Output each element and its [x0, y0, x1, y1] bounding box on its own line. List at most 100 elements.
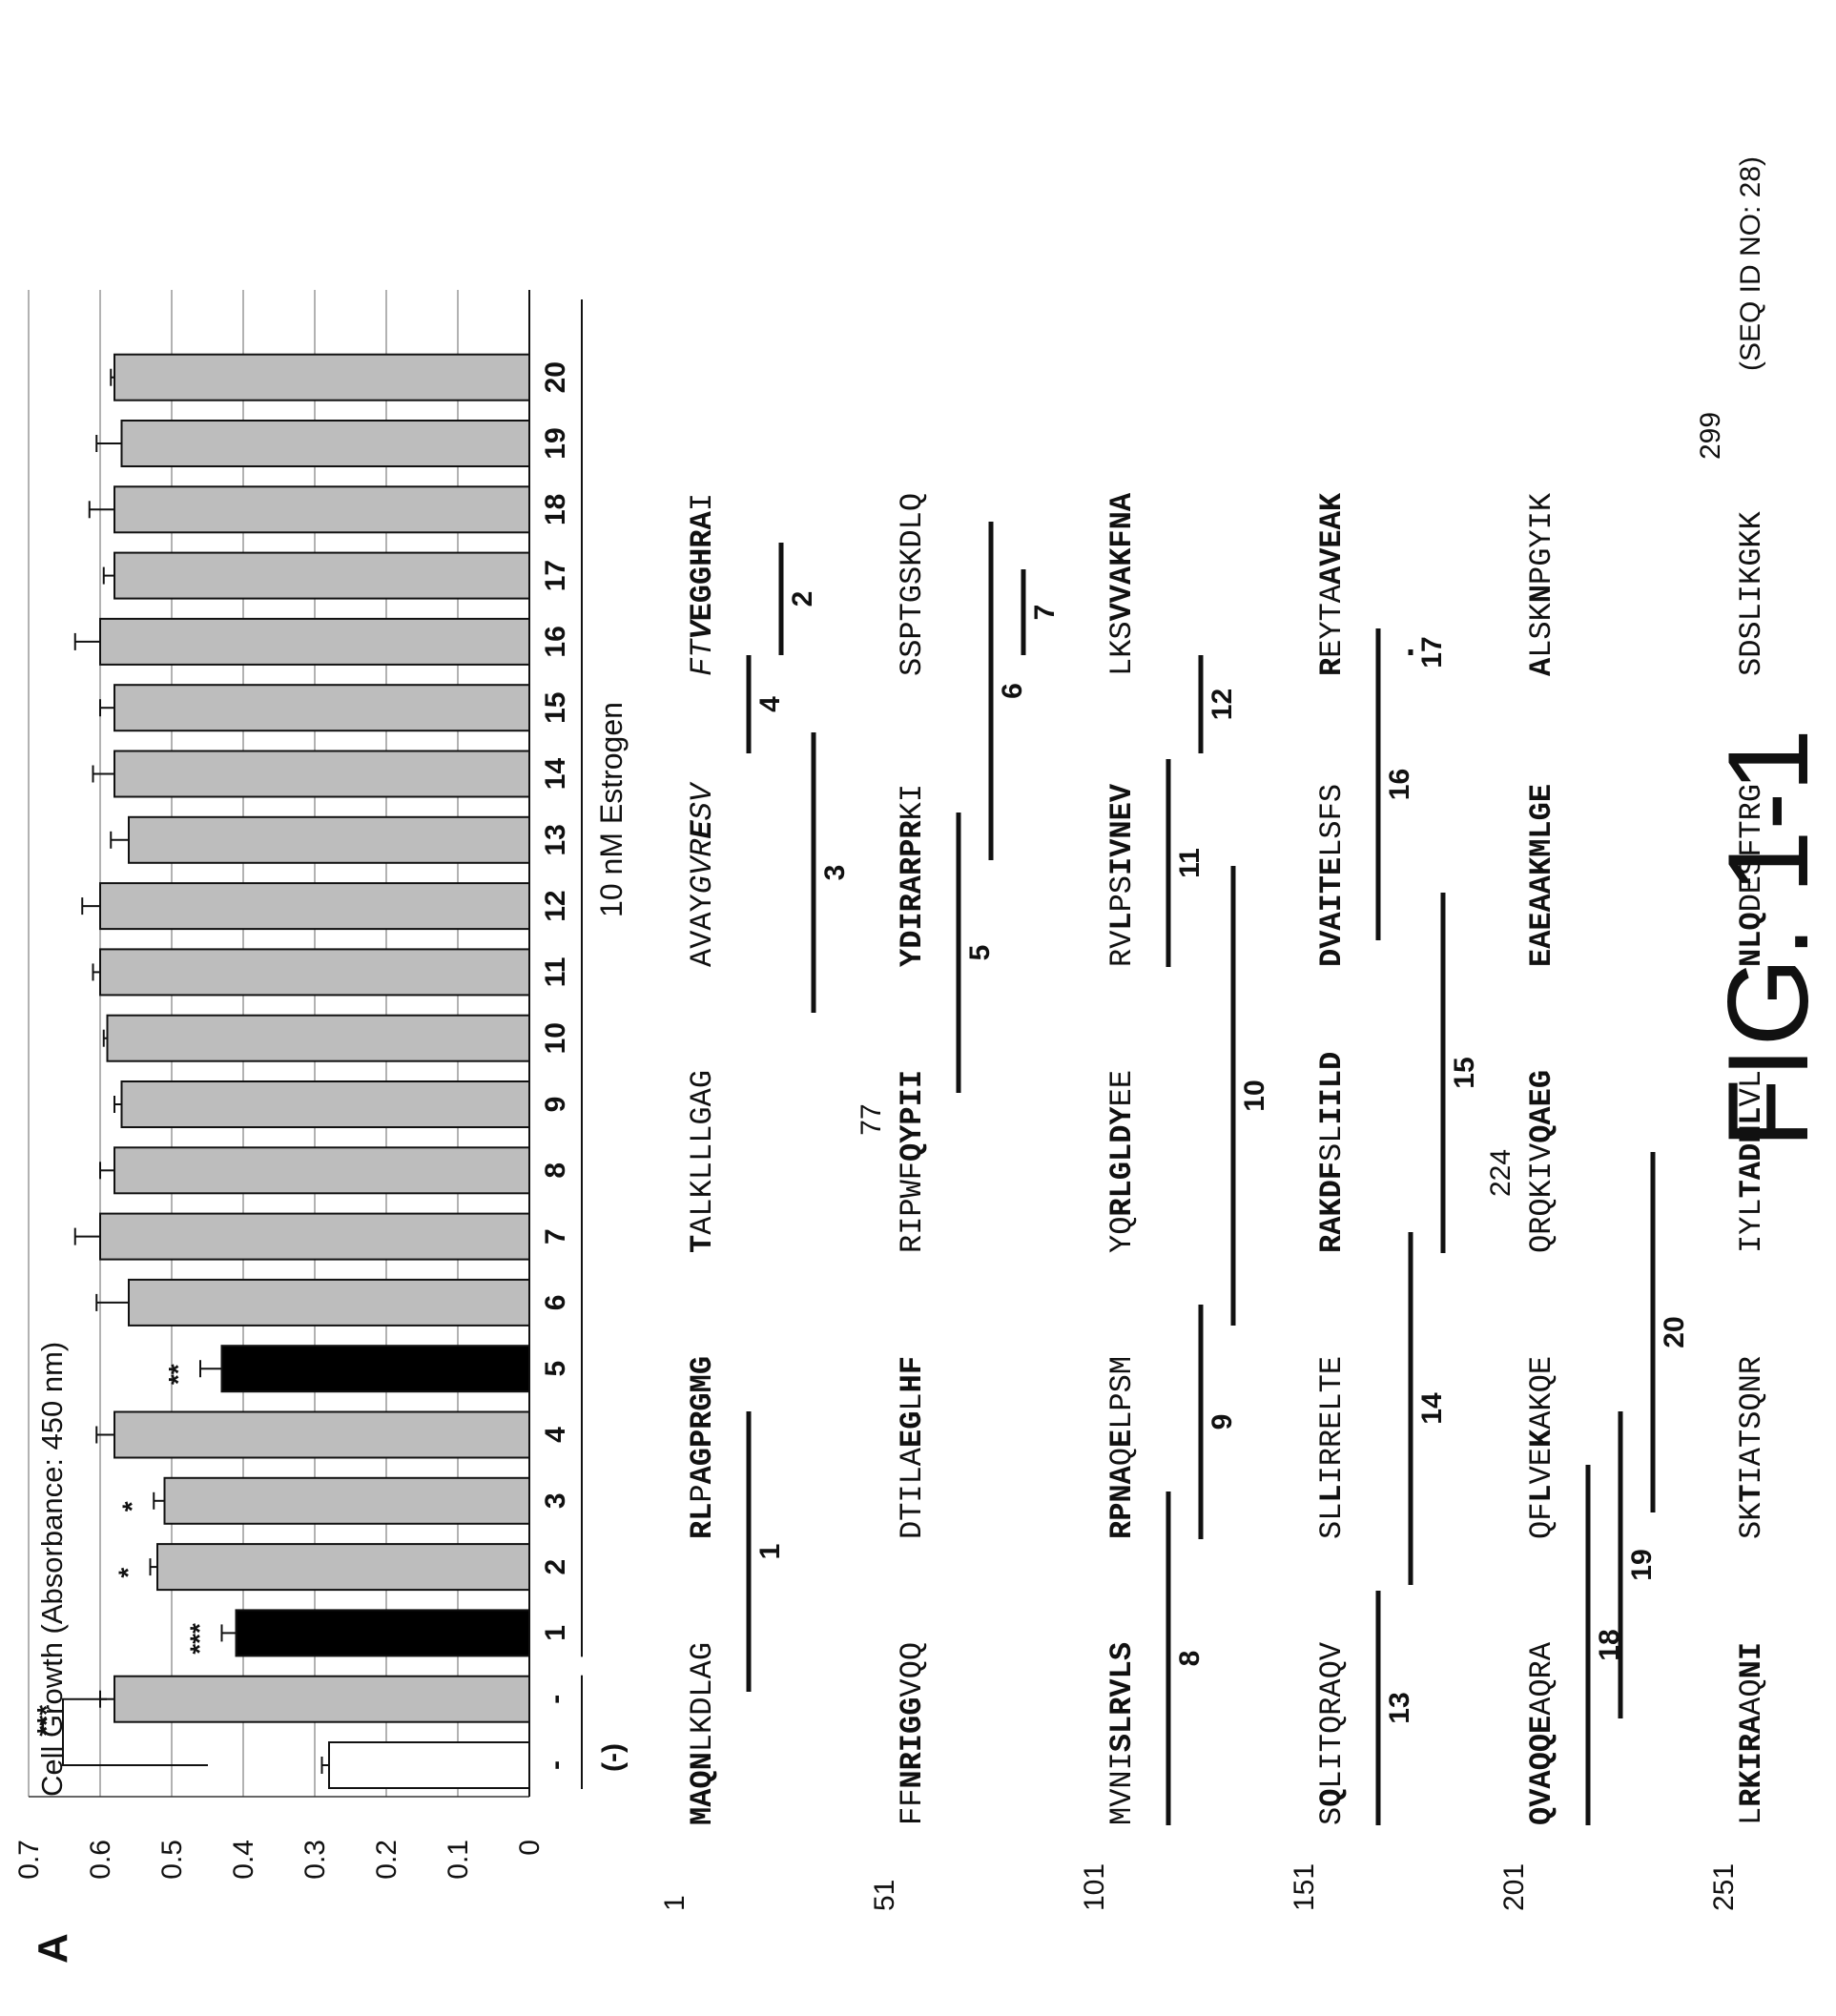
y-tick-label: 0.5 [156, 1840, 188, 1880]
peptide-label: 13 [1384, 1692, 1415, 1723]
x-tick-label: 3 [540, 1492, 571, 1509]
sequence-block: SKTIATSQNR [1734, 1356, 1769, 1539]
bar [108, 1016, 530, 1061]
sequence-segment: KI [895, 784, 930, 820]
sequence-segment: Q [1314, 1789, 1350, 1807]
bar [114, 1147, 529, 1193]
x-tick-label: 12 [540, 890, 571, 921]
x-tick-label: 7 [540, 1228, 571, 1245]
sequence-position-label: 1 [659, 1895, 691, 1911]
sequence-segment: EYTA [1314, 584, 1350, 658]
sequence-block: ALSKNPGYIK [1524, 492, 1559, 676]
sequence-segment: IILD [1314, 1052, 1350, 1125]
sequence-segment: R [1314, 657, 1350, 676]
significance-label: ** [163, 1364, 193, 1385]
bar [114, 1677, 529, 1722]
sequence-segment: FNA [1104, 492, 1140, 547]
sequence-block: EAEAAKMLGE [1524, 784, 1559, 967]
y-tick-label: 0.6 [85, 1840, 116, 1880]
sequence-segment: VQQ [895, 1642, 930, 1697]
peptide-label: 1 [754, 1544, 786, 1560]
significance-label: *** [185, 1623, 215, 1655]
sequence-segment: RLGLDY [1104, 1106, 1140, 1217]
sequence-block: FFNRIGGVQQ [895, 1642, 930, 1825]
sequence-segment: VVAK [1104, 547, 1140, 622]
x-tick-label: 15 [540, 692, 571, 724]
sequence-segment: EE [1104, 1070, 1140, 1106]
y-tick-label: 0 [514, 1840, 546, 1856]
sequence-segment: V [685, 781, 720, 802]
peptide-label: 8 [1174, 1651, 1206, 1667]
peptide-label: 14 [1416, 1392, 1448, 1425]
sequence-block: DVAITELSFS [1314, 784, 1350, 967]
sequence-block: QFLVEKAKQE [1524, 1356, 1559, 1539]
sequence-segment: IYL [1734, 1198, 1769, 1253]
sequence-segment: T [1314, 875, 1350, 894]
sequence-segment: QRQKIV [1524, 1142, 1559, 1253]
sequence-segment: RKIRA [1734, 1715, 1769, 1807]
y-tick-label: 0.1 [443, 1840, 474, 1880]
sequence-block: SLLIRRELTE [1314, 1356, 1350, 1539]
sequence-segment: L [895, 1392, 930, 1410]
sequence-segment: AVEAK [1314, 492, 1350, 585]
x-tick-label: 18 [540, 494, 571, 525]
bar [114, 553, 529, 599]
sequence-segment: T [1734, 1484, 1769, 1502]
sequence-segment: A [1524, 657, 1559, 676]
sequence-segment: RAKD [1314, 1180, 1350, 1253]
sequence-segment: AKQE [1524, 1356, 1559, 1430]
sequence-segment: L [1524, 1484, 1559, 1502]
sequence-segment: GVR [685, 839, 720, 895]
sequence-segment: SLRVLS [1104, 1642, 1140, 1752]
y-tick-label: 0.3 [299, 1840, 331, 1880]
sequence-block: YQRLGLDYEE [1104, 1070, 1140, 1253]
sequence-segment: NRIGG [895, 1697, 930, 1789]
sequence-segment: RV [1104, 930, 1140, 967]
sequence-segment: YDIRARPR [895, 820, 930, 967]
estrogen-group-label: 10 nM Estrogen [594, 702, 629, 917]
x-tick-label: 11 [540, 957, 571, 988]
sequence-segment: L [1314, 1484, 1350, 1502]
y-tick-label: 0.2 [371, 1840, 402, 1880]
sequence-segment: RL [685, 1503, 720, 1539]
significance-label: * [116, 1501, 146, 1512]
control-group-label: (-) [597, 1743, 629, 1772]
sequence-segment: LKS [1104, 621, 1140, 676]
sequence-segment: PGYIK [1524, 492, 1559, 585]
sequence-segment: EAEAAKMLGE [1524, 784, 1559, 967]
sequence-segment: K [1524, 1429, 1559, 1448]
peptide-label: 2 [787, 591, 818, 607]
peptide-label: 10 [1239, 1080, 1270, 1111]
bar [100, 949, 529, 995]
y-tick-label: 0.4 [228, 1840, 259, 1880]
bracket-significance-label: *** [31, 1705, 61, 1737]
sequence-segment: Q [1104, 1448, 1140, 1466]
sequence-block: LRKIRAAQNI [1734, 1642, 1769, 1825]
bar [129, 1280, 529, 1326]
sequence-segment: NI [1734, 1642, 1769, 1678]
bar [329, 1742, 529, 1788]
bar [100, 883, 529, 929]
sequence-block: RIPWFQYPII [895, 1070, 930, 1253]
sequence-position-label: 201 [1498, 1863, 1530, 1911]
sequence-block: LKSVVAKFNA [1104, 492, 1140, 676]
bar [222, 1346, 530, 1391]
sequence-layer: 1MAQNLKDLAGRLPAGPRGMGTALKLLLGAGAVAYGVRES… [659, 156, 1832, 1911]
sequence-segment: MAQN [685, 1752, 720, 1825]
sequence-segment: T [685, 1235, 720, 1253]
sequence-segment: SDSLIKGKK [1734, 510, 1769, 676]
sequence-segment: QF [1524, 1503, 1559, 1539]
peptide-label: 11 [1174, 848, 1206, 878]
sequence-block: RAKDFSLIILD [1314, 1052, 1350, 1253]
sequence-segment: L [1734, 1807, 1769, 1825]
sequence-segment: I [685, 493, 720, 511]
sequence-block: MVNISLRVLS [1104, 1642, 1140, 1825]
bar [100, 1214, 529, 1260]
sequence-segment: QYPII [895, 1070, 930, 1162]
sequence-segment: DTILA [895, 1447, 930, 1539]
sequence-block: AVAYGVRESV [685, 781, 720, 967]
sequence-segment: V [685, 619, 720, 640]
sequence-segment: E [1524, 1716, 1559, 1734]
peptide-label: 20 [1659, 1316, 1690, 1347]
sequence-block: RPNAQELPSM [1104, 1356, 1140, 1539]
